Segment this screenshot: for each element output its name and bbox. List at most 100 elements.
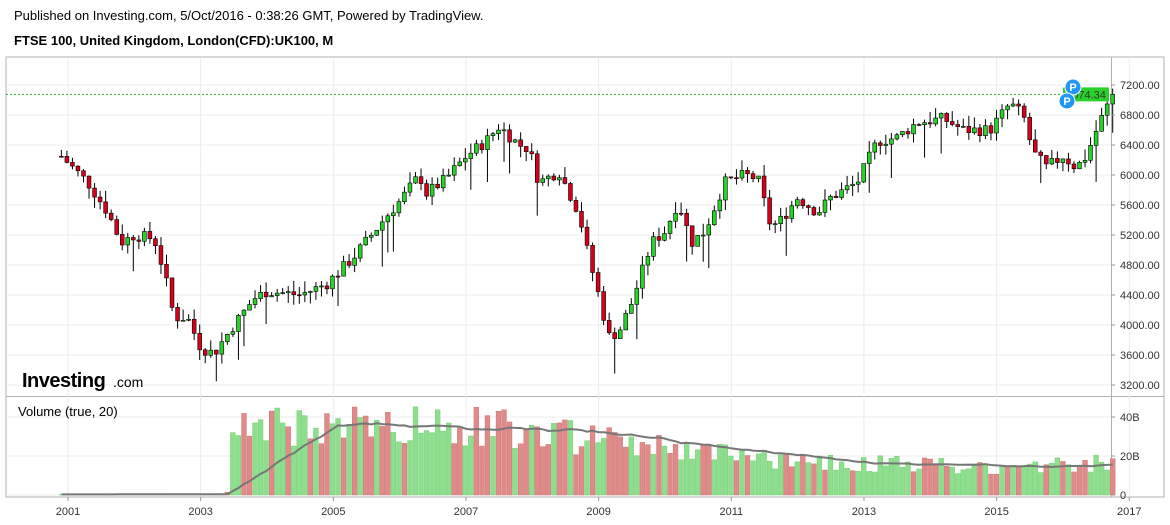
candle-up bbox=[850, 183, 855, 187]
volume-bar bbox=[517, 443, 524, 496]
volume-bar bbox=[407, 440, 413, 496]
volume-bar bbox=[628, 436, 634, 496]
candle-down bbox=[136, 239, 142, 242]
volume-bar bbox=[1065, 464, 1072, 496]
candle-up bbox=[230, 331, 236, 335]
volume-bar bbox=[650, 453, 657, 496]
volume-bar bbox=[971, 463, 977, 496]
volume-bar bbox=[816, 455, 823, 496]
candle-up bbox=[352, 257, 357, 266]
candle-up bbox=[269, 295, 274, 298]
candle-up bbox=[855, 181, 861, 185]
volume-bar bbox=[733, 460, 740, 496]
volume-bar bbox=[811, 463, 817, 496]
candle-up bbox=[407, 182, 413, 193]
candle-up bbox=[1060, 158, 1066, 163]
volume-bar bbox=[1010, 465, 1016, 496]
volume-bar bbox=[667, 453, 673, 496]
p-marker-2[interactable]: P bbox=[1058, 92, 1076, 110]
time-tick-label: 2015 bbox=[984, 506, 1008, 518]
volume-bar bbox=[529, 425, 535, 496]
candle-down bbox=[750, 173, 756, 180]
grid bbox=[8, 58, 1130, 496]
candle-down bbox=[197, 333, 202, 351]
candle-down bbox=[479, 143, 485, 150]
candle-up bbox=[839, 189, 844, 198]
time-tick-label: 2017 bbox=[1117, 506, 1141, 518]
candle-down bbox=[70, 162, 75, 167]
price-tick-label: 4800.00 bbox=[1120, 260, 1160, 272]
volume-bar bbox=[639, 442, 646, 496]
volume-bar bbox=[230, 432, 236, 496]
candle-up bbox=[723, 176, 728, 201]
candle-up bbox=[396, 201, 402, 214]
volume-bar bbox=[423, 430, 430, 496]
candle-up bbox=[673, 212, 678, 222]
candle-up bbox=[789, 205, 794, 219]
candle-down bbox=[606, 320, 612, 333]
candle-down bbox=[811, 207, 817, 216]
volume-bar bbox=[584, 440, 590, 496]
candle-up bbox=[225, 334, 230, 343]
volume-bar bbox=[468, 435, 474, 496]
candle-up bbox=[280, 292, 285, 294]
time-tick-label: 2011 bbox=[719, 506, 743, 518]
volume-bar bbox=[340, 437, 347, 496]
volume-bar bbox=[385, 412, 391, 496]
candle-up bbox=[861, 163, 866, 183]
volume-bar bbox=[955, 473, 961, 496]
volume-bar bbox=[822, 469, 828, 496]
candle-up bbox=[380, 221, 385, 231]
volume-bar bbox=[1043, 464, 1049, 496]
candle-down bbox=[114, 219, 119, 235]
price-tick-label: 4000.00 bbox=[1120, 320, 1160, 332]
candle-down bbox=[656, 236, 662, 241]
candle-up bbox=[252, 298, 258, 305]
volume-bar bbox=[285, 426, 291, 496]
volume-bar bbox=[595, 442, 601, 496]
time-tick-label: 2013 bbox=[852, 506, 876, 518]
candle-down bbox=[75, 165, 81, 172]
candle-down bbox=[761, 175, 767, 199]
volume-bar bbox=[1004, 465, 1011, 496]
candle-up bbox=[1110, 94, 1115, 105]
candle-down bbox=[518, 139, 523, 147]
time-tick-label: 2001 bbox=[56, 506, 80, 518]
time-tick-label: 2005 bbox=[321, 506, 345, 518]
volume-bar bbox=[263, 440, 269, 496]
candle-up bbox=[385, 215, 391, 223]
candle-up bbox=[319, 285, 324, 288]
volume-bar bbox=[296, 410, 302, 496]
price-tick-label: 4400.00 bbox=[1120, 290, 1160, 302]
candle-up bbox=[994, 117, 999, 134]
volume-bar bbox=[838, 461, 845, 496]
p-marker-1-label: P bbox=[1069, 82, 1076, 94]
candle-down bbox=[147, 231, 153, 239]
candle-up bbox=[1104, 103, 1110, 116]
candle-down bbox=[1055, 158, 1060, 163]
candle-down bbox=[955, 124, 960, 127]
candle-down bbox=[728, 176, 734, 179]
candle-up bbox=[236, 315, 241, 332]
volume-bar bbox=[434, 409, 441, 496]
volume-bar bbox=[739, 450, 745, 496]
volume-bar bbox=[949, 466, 955, 496]
candle-up bbox=[457, 161, 463, 166]
volume-bar bbox=[623, 446, 629, 496]
volume-bar bbox=[429, 432, 435, 496]
volume-bar bbox=[772, 468, 778, 496]
volume-bar bbox=[302, 415, 308, 496]
volume-pane-title: Volume (true, 20) bbox=[18, 404, 118, 419]
candle-up bbox=[446, 174, 451, 177]
candle-up bbox=[512, 139, 518, 143]
volume-tick-label: 0 bbox=[1120, 490, 1126, 502]
candle-up bbox=[883, 143, 889, 146]
candle-up bbox=[972, 127, 977, 133]
volume-bar bbox=[700, 443, 706, 496]
candle-up bbox=[772, 223, 778, 225]
volume-bar bbox=[833, 469, 839, 496]
volume-bar bbox=[938, 458, 944, 496]
volume-bar bbox=[329, 423, 336, 496]
volume-bar bbox=[1082, 460, 1088, 496]
